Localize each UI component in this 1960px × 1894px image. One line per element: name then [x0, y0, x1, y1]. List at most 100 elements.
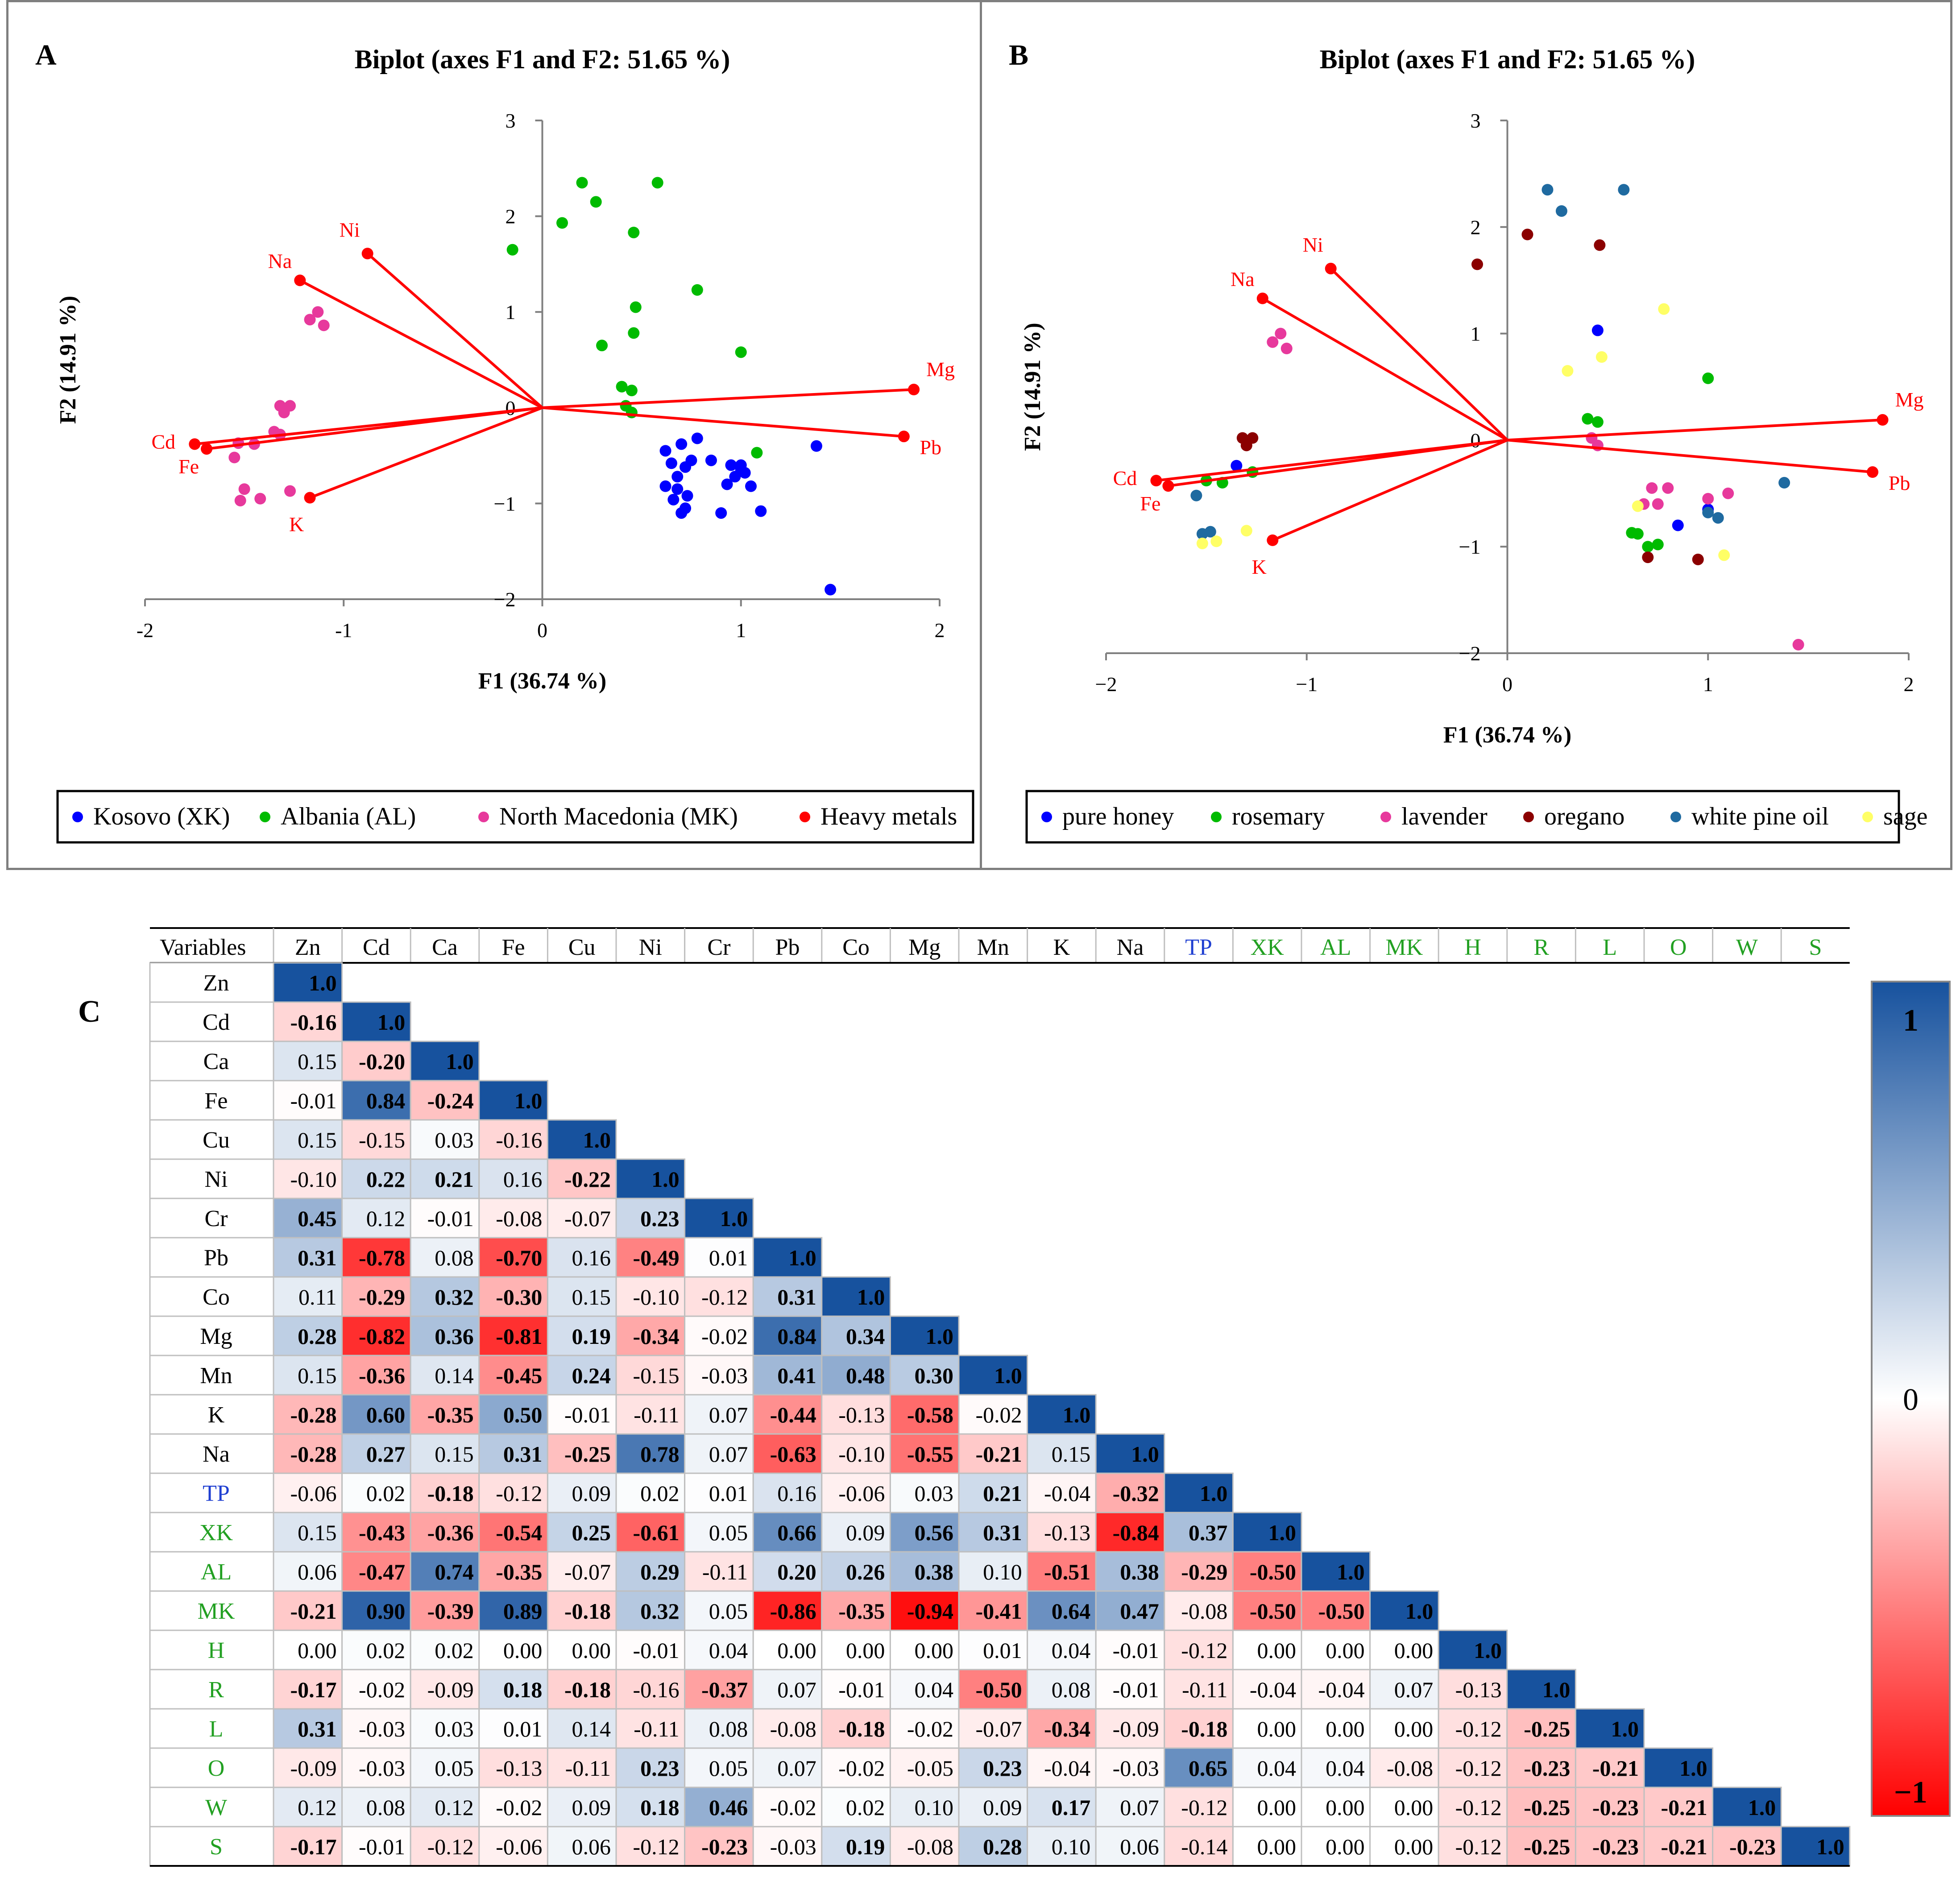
cell-value: -0.22	[564, 1167, 611, 1192]
cell-value: -0.01	[290, 1088, 336, 1113]
heatmap-cell	[410, 1158, 480, 1199]
heatmap-cell	[478, 1590, 548, 1631]
heatmap-cell	[752, 1826, 823, 1867]
cell-value: 1.0	[377, 1010, 406, 1035]
cell-value: 0.11	[298, 1285, 337, 1310]
cell-value: -0.02	[496, 1795, 542, 1820]
heatmap-cell	[1027, 1433, 1097, 1474]
cell-value: 0.06	[1120, 1834, 1159, 1859]
data-point	[651, 177, 663, 189]
heatmap-cell	[752, 1669, 823, 1710]
heatmap-cell	[410, 1786, 480, 1828]
cell-value: -0.06	[838, 1481, 885, 1506]
heatmap-cell	[821, 1315, 891, 1356]
heatmap-cell	[478, 1080, 548, 1121]
row-header-l: L	[209, 1716, 224, 1742]
cell-value: 0.07	[777, 1756, 816, 1781]
cell-value: -0.25	[564, 1442, 611, 1467]
x-tick-label: -1	[335, 619, 352, 642]
cell-value: 0.38	[915, 1559, 954, 1584]
row-header-cell	[149, 1158, 274, 1199]
legend-label: pure honey	[1062, 803, 1174, 830]
heatmap-cell	[1027, 1669, 1097, 1710]
cell-value: -0.01	[359, 1834, 405, 1859]
heatmap-cell	[615, 1158, 686, 1199]
heatmap-cell	[684, 1629, 754, 1670]
cell-value: 0.41	[777, 1363, 816, 1388]
y-tick-label: −2	[1459, 642, 1481, 665]
cell-value: -0.13	[838, 1402, 885, 1427]
legend-label: Heavy metals	[820, 803, 957, 830]
loading-label-pb: Pb	[920, 436, 942, 459]
cell-value: 0.08	[709, 1716, 748, 1741]
heatmap-cell	[478, 1826, 548, 1867]
cell-value: -0.25	[1524, 1834, 1570, 1859]
cell-value: -0.82	[359, 1324, 405, 1349]
heatmap-cell	[1369, 1669, 1439, 1710]
heatmap-cell	[1438, 1669, 1508, 1710]
heatmap-cell	[1095, 1551, 1165, 1592]
cell-value: 0.65	[1189, 1756, 1228, 1781]
cell-value: 0.38	[1120, 1559, 1159, 1584]
cell-value: -0.16	[633, 1677, 679, 1702]
cell-value: -0.94	[907, 1599, 953, 1624]
heatmap-cell	[615, 1315, 686, 1356]
cell-value: 0.15	[1052, 1442, 1091, 1467]
cell-value: 0.00	[503, 1638, 543, 1663]
cell-value: 0.00	[846, 1638, 885, 1663]
data-point	[628, 327, 640, 339]
cell-value: -0.50	[1318, 1599, 1364, 1624]
cell-value: -0.32	[1113, 1481, 1159, 1506]
heatmap-cell	[410, 1040, 480, 1082]
loading-point-fe	[1162, 480, 1174, 492]
data-point	[1632, 500, 1644, 512]
row-header-cell	[149, 1629, 274, 1670]
cell-value: -0.11	[702, 1559, 748, 1584]
cell-value: 0.00	[1326, 1834, 1365, 1859]
heatmap-cell	[1095, 1433, 1165, 1474]
heatmap-cell	[273, 1512, 343, 1553]
cell-value: -0.23	[1524, 1756, 1570, 1781]
column-header-fe: Fe	[502, 935, 525, 960]
cell-value: -0.02	[359, 1677, 405, 1702]
cell-value: 0.09	[983, 1795, 1022, 1820]
x-tick-label: 2	[1904, 673, 1914, 696]
legend-marker	[1862, 812, 1873, 822]
cell-value: 0.02	[435, 1638, 474, 1663]
heatmap-cell	[1095, 1629, 1165, 1670]
heatmap-cell	[1027, 1472, 1097, 1513]
cell-value: -0.20	[359, 1049, 405, 1074]
loading-vector-ni	[366, 253, 543, 409]
heatmap-cell	[273, 1315, 343, 1356]
heatmap-cell	[1301, 1629, 1371, 1670]
x-tick-label: 0	[1502, 673, 1512, 696]
y-tick-label: 1	[1471, 323, 1481, 345]
loading-point-cd	[189, 438, 201, 450]
heatmap-cell	[341, 1237, 411, 1278]
cell-value: -0.12	[701, 1285, 748, 1310]
heatmap-cell	[1301, 1786, 1371, 1828]
colorbar	[1871, 981, 1951, 1817]
cell-value: 0.23	[640, 1206, 680, 1231]
heatmap-cell	[341, 1198, 411, 1239]
y-tick-label: 3	[1471, 109, 1481, 132]
cell-value: -0.06	[496, 1834, 542, 1859]
data-point	[675, 507, 688, 519]
loading-vector-ni	[1330, 267, 1508, 441]
row-header-cell	[149, 1551, 274, 1592]
cell-value: -0.06	[290, 1481, 336, 1506]
heatmap-cell	[341, 1786, 411, 1828]
heatmap-cell	[547, 1158, 617, 1199]
cell-value: -0.70	[496, 1245, 542, 1270]
cell-value: -0.04	[1044, 1481, 1090, 1506]
cell-value: 0.03	[915, 1481, 954, 1506]
cell-value: 0.20	[777, 1559, 816, 1584]
cell-value: -0.10	[290, 1167, 336, 1192]
cell-value: 0.31	[777, 1285, 816, 1310]
cell-value: 0.32	[435, 1285, 474, 1310]
colorbar-tick-label: 1	[1903, 1003, 1919, 1038]
cell-value: -0.23	[1592, 1834, 1639, 1859]
heatmap-cell	[684, 1355, 754, 1396]
heatmap-cell	[615, 1786, 686, 1828]
cell-value: 0.84	[366, 1088, 406, 1113]
